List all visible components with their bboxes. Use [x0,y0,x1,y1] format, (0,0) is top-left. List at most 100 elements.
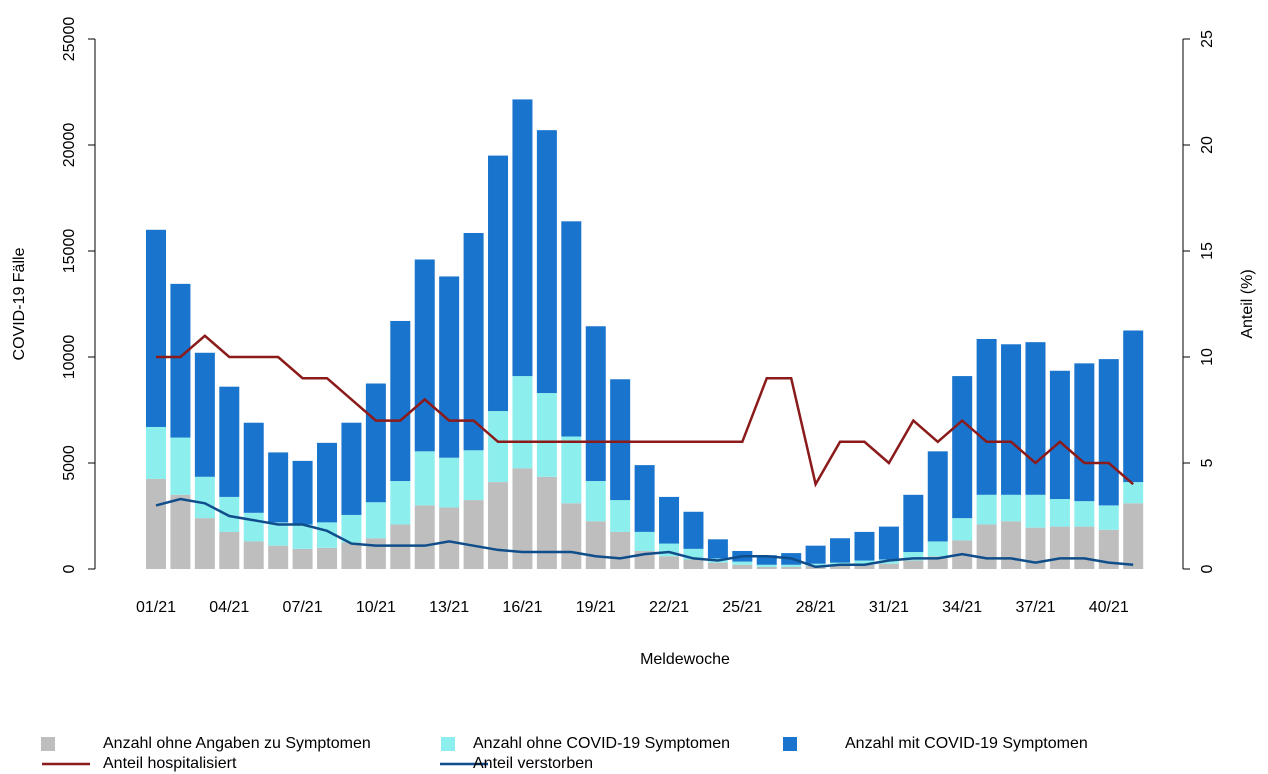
legend-label: Anzahl mit COVID-19 Symptomen [845,735,1088,752]
bar-segment [1123,503,1144,569]
bar-segment [659,496,680,544]
bar-segment [512,468,533,569]
bar-segment [781,566,802,569]
line [155,497,1134,569]
bar-segment [488,411,509,483]
bar-segment [414,259,435,452]
legend-swatch [783,737,797,751]
bar-segment [1025,494,1046,528]
bar-segment [634,531,655,551]
bar-segment [341,514,362,543]
legend-label: Anteil verstorben [473,755,593,772]
x-tick-label: 22/21 [649,599,689,616]
bar-segment [805,545,826,564]
bar-segment [830,565,851,569]
bar-segment [317,547,338,569]
bar-segment [903,560,924,569]
x-tick-label: 01/21 [136,599,176,616]
bar-segment [268,452,289,523]
bar-segment [707,562,728,569]
bar-segment [1098,529,1119,569]
y2-tick-label: 0 [1199,564,1216,573]
bar-segment [512,376,533,469]
bar-segment [243,422,264,513]
bar-segment [854,564,875,569]
x-tick-label: 37/21 [1015,599,1055,616]
bar-segment [683,511,704,549]
bar-segment [1049,499,1070,527]
bar-segment [683,559,704,569]
bar-segment [1074,363,1095,502]
y-tick-label: 10000 [61,335,78,380]
bar-segment [219,531,240,569]
bar-segment [194,352,215,477]
x-tick-label: 31/21 [869,599,909,616]
bar-segment [805,563,826,566]
bar-segment [903,552,924,561]
bar-segment [292,460,313,525]
bar-segment [463,232,484,451]
bar-segment [243,541,264,569]
bar-segment [219,496,240,532]
legend-swatch [41,737,55,751]
bar-segment [536,476,557,569]
x-tick-label: 19/21 [576,599,616,616]
x-tick-label: 16/21 [502,599,542,616]
bar-segment [390,481,411,525]
bar-segment [414,505,435,569]
bar-segment [463,450,484,501]
bar-segment [439,507,460,569]
y-tick-label: 15000 [61,229,78,274]
y2-tick-label: 5 [1199,458,1216,467]
bar-segment [488,155,509,412]
bar-segment [1025,342,1046,495]
bar-segment [414,451,435,506]
bar-segment [365,383,386,503]
bar-segment [439,276,460,458]
bar-segment [170,283,191,438]
bar-segment [976,494,997,525]
bar-segment [292,548,313,569]
y-tick-label: 5000 [61,445,78,481]
bar-segment [1074,526,1095,569]
bar-segment [903,494,924,553]
bar-segment [756,564,777,567]
bar-segment [585,521,606,569]
bar-segment [610,531,631,569]
bar-segment [1098,359,1119,506]
bar-segment [585,481,606,522]
x-tick-label: 13/21 [429,599,469,616]
bar-segment [976,524,997,569]
y-tick-label: 25000 [61,17,78,62]
bar-segment [878,526,899,560]
bar-segment [390,320,411,482]
bar-segment [512,99,533,377]
y-tick-label: 0 [61,564,78,573]
bar-segment [317,442,338,523]
legend-label: Anzahl ohne COVID-19 Symptomen [473,735,730,752]
bar-segment [561,503,582,569]
bar-segment [194,518,215,569]
bar-segment [268,522,289,546]
bar-segment [292,524,313,549]
bar-segment [1001,344,1022,495]
bar-segment [365,502,386,539]
x-tick-label: 07/21 [283,599,323,616]
x-tick-label: 25/21 [722,599,762,616]
bar-segment [536,130,557,394]
y2-tick-label: 10 [1199,348,1216,366]
bar-segment [756,555,777,565]
bar-segment [781,564,802,567]
x-axis-title: Meldewoche [640,651,730,668]
bar-segment [1025,527,1046,569]
y-axis-title: COVID-19 Fälle [11,247,28,360]
bar-segment [194,476,215,519]
bar-segment [732,564,753,569]
bar-segment [1049,370,1070,500]
x-tick-label: 40/21 [1089,599,1129,616]
legend-swatch [441,737,455,751]
bar-segment [927,451,948,542]
bar-segment [878,563,899,569]
bar-segment [976,338,997,495]
bar-segment [536,393,557,477]
